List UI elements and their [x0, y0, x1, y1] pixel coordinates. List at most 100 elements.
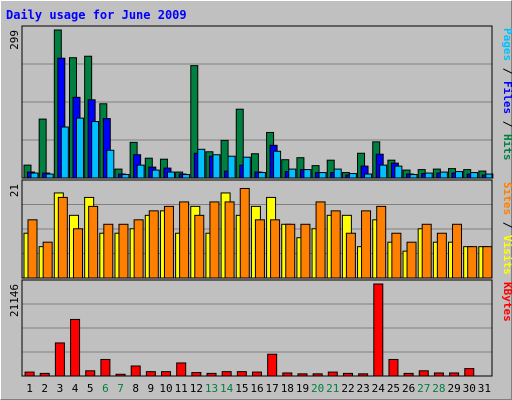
- bar-hits-pages-day-25: [394, 165, 403, 179]
- bar-hits-pages-day-29: [455, 171, 464, 179]
- bar-visits-sites-day-19: [300, 223, 311, 279]
- day-label-20: 20: [311, 382, 324, 395]
- bar-visits-sites-day-21: [330, 210, 341, 279]
- bar-hits-pages-day-17: [273, 150, 282, 179]
- bar-visits-sites-day-7: [118, 223, 129, 279]
- day-label-18: 18: [281, 382, 294, 395]
- bar-visits-sites-day-4: [72, 228, 83, 279]
- bar-hits-pages-day-5: [91, 121, 100, 179]
- bar-visits-sites-day-6: [103, 223, 114, 279]
- bar-hits-pages-day-30: [470, 172, 479, 179]
- day-label-4: 4: [72, 382, 79, 395]
- bar-hits-pages-day-21: [333, 168, 342, 179]
- day-label-17: 17: [266, 382, 279, 395]
- day-label-9: 9: [148, 382, 155, 395]
- day-label-24: 24: [372, 382, 386, 395]
- bar-hits-pages-day-18: [288, 168, 297, 179]
- bar-hits-pages-day-1: [30, 172, 39, 179]
- axis-label-part: KBytes: [501, 282, 512, 322]
- axis-label-part: /: [501, 215, 512, 235]
- bar-hits-pages-day-3: [60, 126, 69, 179]
- day-label-2: 2: [41, 382, 48, 395]
- bar-hits-pages-day-12: [197, 148, 206, 179]
- bar-visits-sites-day-27: [421, 223, 432, 279]
- bar-visits-sites-day-13: [209, 201, 220, 279]
- panel-border-kbytes: [21, 279, 493, 377]
- bar-visits-sites-day-8: [133, 219, 144, 279]
- axis-label-part: /: [501, 114, 512, 134]
- bar-kbytes-kbytes-day-14: [221, 371, 232, 377]
- panel-visits: 21 Sites / Visits: [8, 179, 512, 279]
- day-label-10: 10: [159, 382, 172, 395]
- bar-visits-sites-day-11: [179, 201, 190, 279]
- bar-visits-sites-day-5: [88, 205, 99, 279]
- bar-hits-pages-day-19: [303, 169, 312, 179]
- day-label-5: 5: [87, 382, 94, 395]
- bar-kbytes-kbytes-day-25: [388, 358, 399, 377]
- day-label-15: 15: [235, 382, 248, 395]
- bar-hits-pages-day-14: [227, 155, 236, 179]
- bar-visits-sites-day-18: [285, 223, 296, 279]
- day-label-28: 28: [432, 382, 445, 395]
- day-label-12: 12: [190, 382, 203, 395]
- panel-hits: 299 Pages / Files / Hits: [8, 25, 512, 179]
- day-label-25: 25: [387, 382, 400, 395]
- day-label-26: 26: [402, 382, 415, 395]
- day-label-1: 1: [26, 382, 33, 395]
- bar-visits-sites-day-10: [163, 205, 174, 279]
- day-label-23: 23: [357, 382, 370, 395]
- bar-hits-pages-day-24: [379, 164, 388, 179]
- bar-hits-pages-day-10: [166, 171, 175, 179]
- bar-visits-sites-day-26: [406, 241, 417, 279]
- bar-kbytes-kbytes-day-27: [418, 370, 429, 377]
- day-label-7: 7: [117, 382, 124, 395]
- bar-kbytes-kbytes-day-15: [236, 371, 247, 377]
- axis-label-part: Visits: [501, 235, 512, 275]
- axis-label-part: Sites: [501, 182, 512, 215]
- day-label-22: 22: [341, 382, 354, 395]
- day-label-19: 19: [296, 382, 309, 395]
- bar-hits-pages-day-27: [424, 172, 433, 179]
- bar-kbytes-kbytes-day-4: [70, 318, 81, 377]
- bar-kbytes-kbytes-day-3: [54, 342, 65, 377]
- bar-hits-pages-day-8: [136, 164, 145, 179]
- axis-label-part: /: [501, 61, 512, 81]
- day-label-31: 31: [478, 382, 491, 395]
- panel-kbytes: 21146 KBytes: [8, 279, 512, 377]
- day-label-6: 6: [102, 382, 109, 395]
- bar-hits-pages-day-26: [409, 174, 418, 179]
- bar-hits-pages-day-13: [212, 154, 221, 179]
- axis-label-visits: Sites / Visits: [501, 182, 512, 275]
- bar-hits-pages-day-15: [242, 156, 251, 179]
- bar-visits-sites-day-12: [194, 214, 205, 279]
- axis-label-part: Hits: [501, 134, 512, 161]
- bar-visits-sites-day-15: [239, 187, 250, 279]
- bar-visits-sites-day-23: [361, 210, 372, 279]
- bar-hits-pages-day-4: [75, 117, 84, 179]
- bar-hits-pages-day-2: [45, 173, 54, 179]
- bar-kbytes-kbytes-day-17: [267, 353, 278, 377]
- bar-kbytes-kbytes-day-1: [24, 371, 35, 377]
- day-label-3: 3: [57, 382, 64, 395]
- bar-kbytes-kbytes-day-24: [373, 283, 384, 377]
- ymax-label-visits: 21: [8, 184, 21, 197]
- bar-hits-hits-day-2: [38, 118, 47, 179]
- bar-hits-pages-day-11: [182, 174, 191, 179]
- day-label-8: 8: [132, 382, 139, 395]
- bar-visits-sites-day-17: [270, 219, 281, 279]
- ymax-label-hits: 299: [8, 30, 21, 50]
- bar-hits-pages-day-22: [348, 173, 357, 179]
- bar-visits-sites-day-2: [42, 241, 53, 279]
- bar-visits-sites-day-29: [452, 223, 463, 279]
- axis-label-part: Pages: [501, 28, 512, 61]
- chart-title: Daily usage for June 2009: [6, 8, 187, 22]
- bar-hits-pages-day-23: [364, 173, 373, 179]
- day-label-29: 29: [447, 382, 460, 395]
- bar-visits-sites-day-1: [27, 219, 38, 279]
- panel-border-visits: [21, 179, 493, 279]
- day-label-30: 30: [463, 382, 476, 395]
- bar-kbytes-kbytes-day-16: [252, 371, 262, 377]
- bar-hits-pages-day-16: [257, 172, 266, 179]
- bar-kbytes-kbytes-day-21: [327, 371, 338, 377]
